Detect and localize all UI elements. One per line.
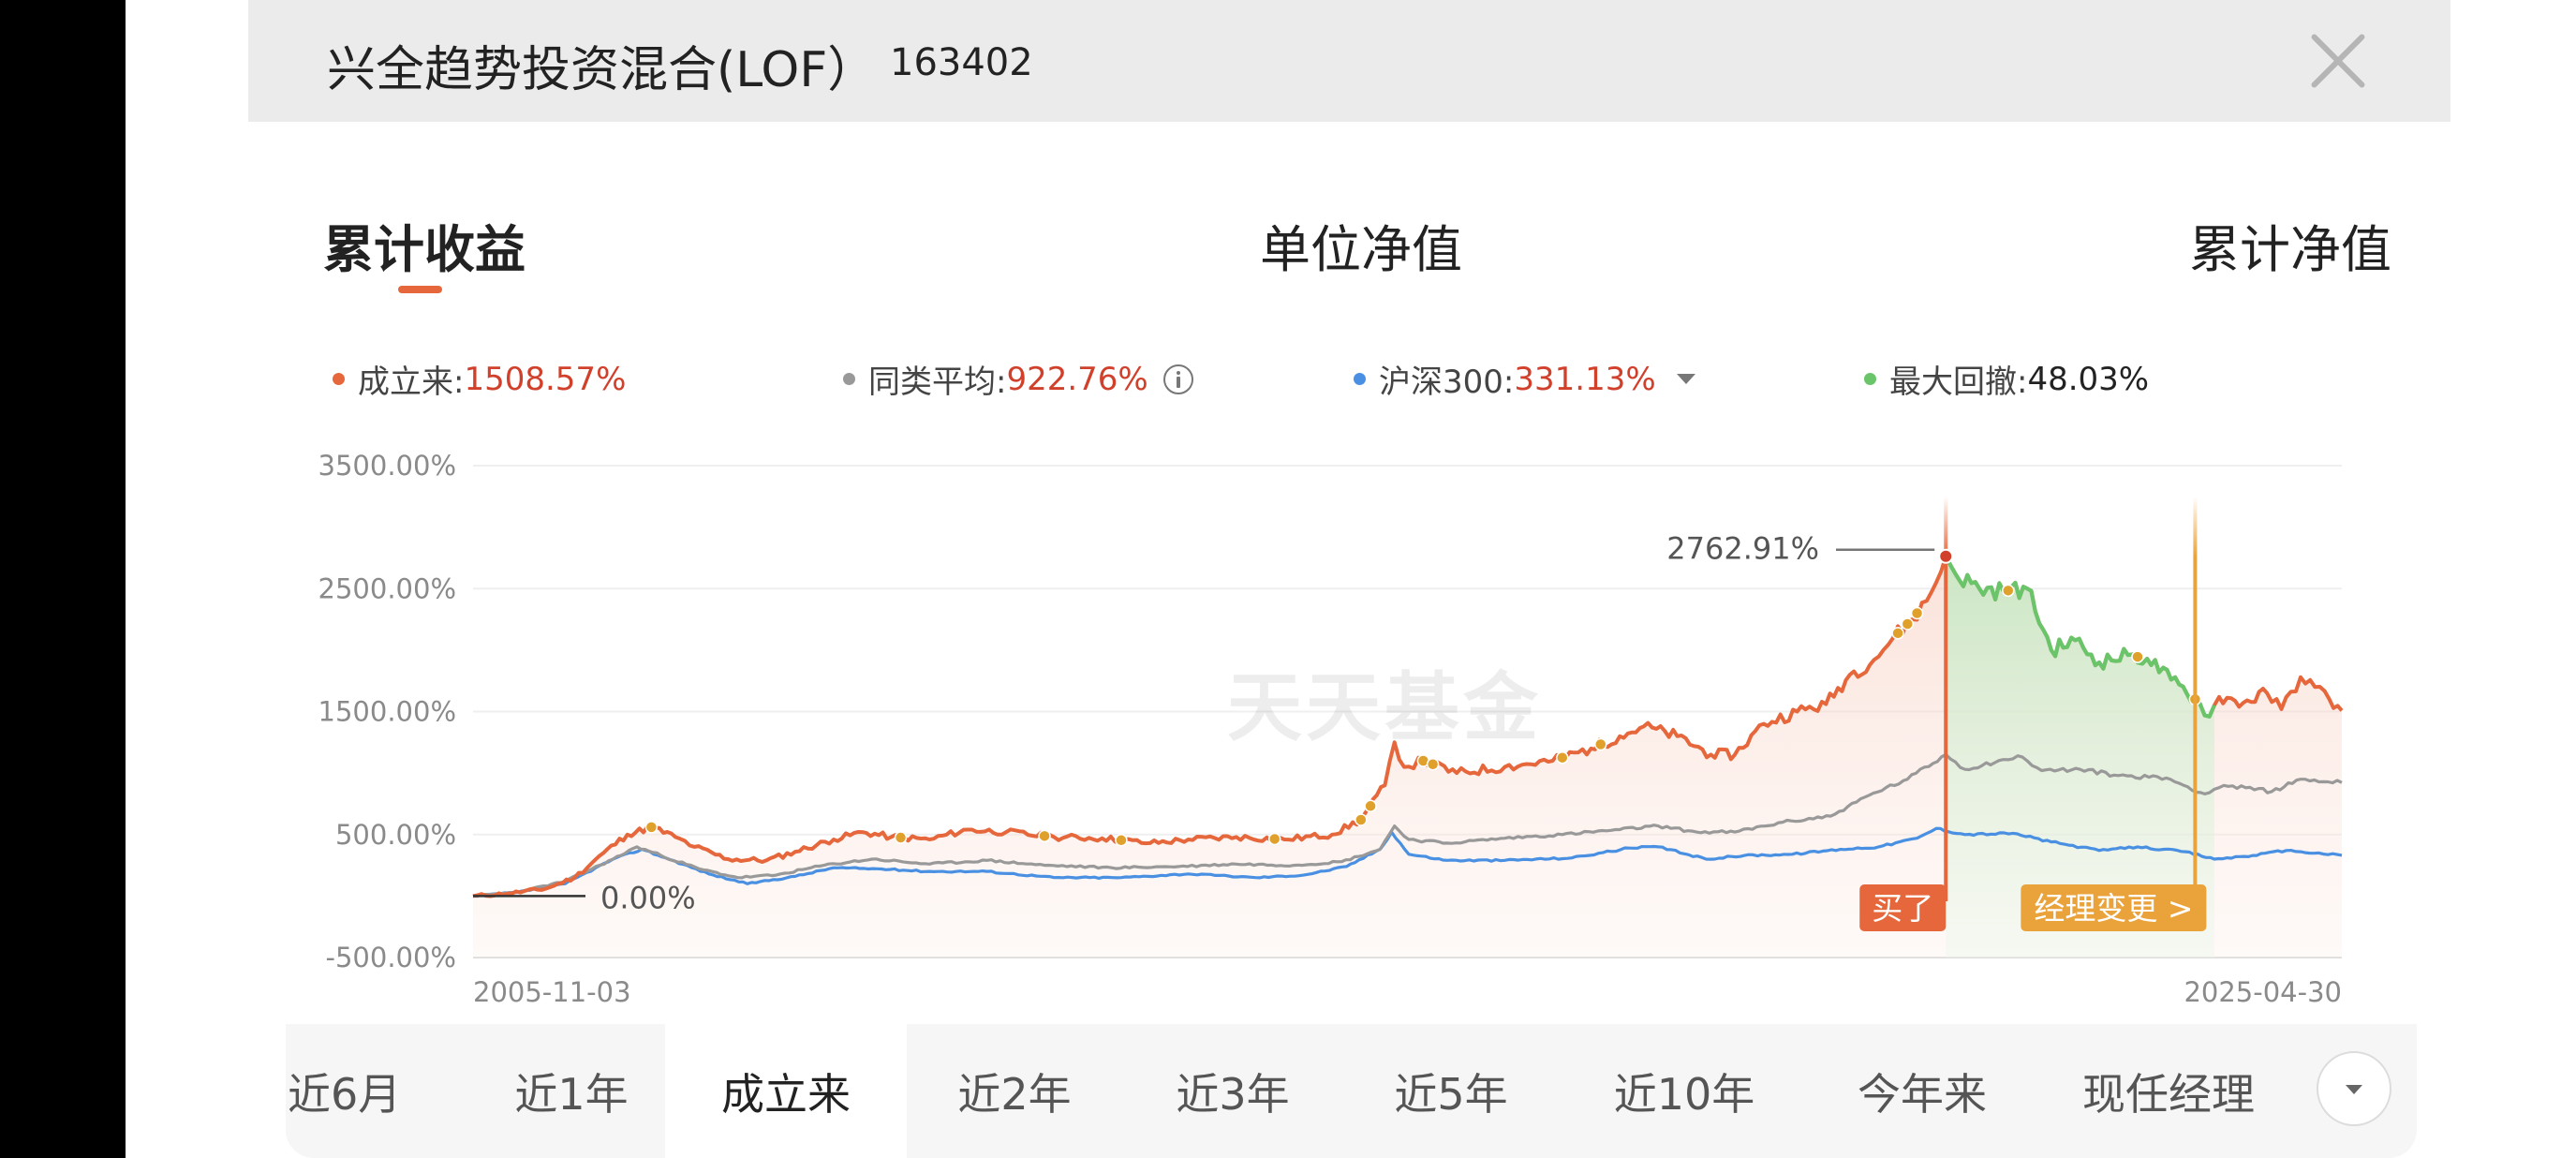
chart-grid: [473, 465, 2342, 958]
event-dot: [1038, 829, 1051, 843]
y-tick-label: 500.00%: [335, 819, 456, 851]
event-dot: [1939, 549, 1953, 563]
period-5y[interactable]: 近5年: [1394, 1068, 1508, 1120]
legend-category-average: 同类平均: 922.76%: [843, 356, 1193, 402]
start-label: 0.00%: [600, 880, 696, 915]
watermark: 天天基金: [1227, 664, 1542, 751]
event-dot: [894, 831, 908, 844]
chart-markers: [473, 497, 2207, 931]
series-line-fund: [472, 554, 2344, 898]
event-dot: [1910, 606, 1924, 620]
period-6m[interactable]: 近6月: [288, 1068, 402, 1120]
screen-edge: [0, 0, 126, 1158]
chart-lines: [472, 554, 2344, 898]
event-dot: [2131, 650, 2144, 663]
fund-code: 163402: [890, 41, 1033, 84]
manager-change-vertical-line: [2193, 497, 2198, 901]
y-tick-label: 3500.00%: [318, 450, 456, 482]
period-1y[interactable]: 近1年: [514, 1068, 629, 1120]
legend-dot: [333, 373, 345, 385]
legend-since-inception: 成立来: 1508.57%: [333, 356, 626, 402]
legend-max-drawdown: 最大回撤: 48.03%: [1864, 356, 2149, 402]
x-tick-label: 2005-11-03: [473, 976, 631, 1008]
legend-dot: [1864, 373, 1876, 385]
tab-accumulated-nav[interactable]: 累计净值: [2189, 220, 2391, 279]
more-periods-dropdown-icon[interactable]: [2317, 1051, 2391, 1126]
x-tick-label: 2025-04-30: [2184, 976, 2342, 1008]
period-3y[interactable]: 近3年: [1176, 1068, 1290, 1120]
legend-dot: [1354, 373, 1366, 385]
legend-label: 同类平均:: [868, 364, 1007, 401]
tab-cumulative-return[interactable]: 累计收益: [323, 220, 526, 279]
period-2y[interactable]: 近2年: [957, 1068, 1072, 1120]
legend-csi300: 沪深300: 331.13%: [1354, 356, 1695, 402]
peak-label: 2762.91%: [1666, 531, 1819, 567]
event-dot: [1416, 754, 1430, 767]
legend-value: 1508.57%: [464, 360, 627, 398]
legend-value: 922.76%: [1006, 360, 1148, 398]
y-tick-label: 2500.00%: [318, 572, 456, 604]
manager-change-badge: [2021, 884, 2207, 931]
period-selector: 近6月 近1年 成立来 近2年 近3年 近5年 近10年 今年来 现任经理: [286, 1024, 2417, 1158]
event-dot: [1355, 813, 1368, 826]
legend-value: 48.03%: [2027, 360, 2150, 398]
event-dot: [1901, 617, 1915, 631]
legend-value: 331.13%: [1514, 360, 1656, 398]
legend-dot: [843, 373, 855, 385]
chevron-down-icon[interactable]: [1676, 374, 1695, 384]
buy-vertical-line: [1944, 497, 1948, 901]
tab-unit-nav[interactable]: 单位净值: [1260, 220, 1462, 279]
chart-fill: [473, 556, 2342, 958]
active-tab-indicator: [398, 286, 442, 293]
series-line-csi300: [472, 826, 2343, 898]
event-dot: [1364, 799, 1377, 813]
fund-name: 兴全趋势投资混合(LOF）: [327, 42, 877, 98]
close-icon[interactable]: [2307, 30, 2369, 92]
period-ytd[interactable]: 今年来: [1858, 1068, 1987, 1120]
legend-label: 成立来:: [358, 364, 465, 401]
event-dot: [1556, 750, 1569, 765]
y-tick-label: -500.00%: [326, 942, 457, 973]
legend-label: 沪深300:: [1379, 364, 1515, 401]
event-dot: [2188, 692, 2202, 706]
y-tick-label: 1500.00%: [318, 696, 456, 728]
period-current-manager[interactable]: 现任经理: [2082, 1068, 2255, 1120]
legend-label: 最大回撤:: [1889, 364, 2028, 401]
event-dot: [644, 821, 659, 834]
fund-area-fill: [473, 556, 2342, 958]
event-dot: [1115, 834, 1128, 847]
info-icon[interactable]: [1162, 364, 1193, 394]
chart-labels: 3500.00% 2500.00% 1500.00% 500.00% -500.00% 2…: [318, 450, 2342, 1008]
event-dot: [1891, 627, 1904, 640]
event-dot: [2002, 584, 2015, 598]
series-line-category-average: [472, 752, 2343, 898]
series-line-drawdown: [1944, 555, 2216, 719]
event-dot: [1267, 832, 1281, 846]
header-bar: 兴全趋势投资混合(LOF） 163402: [248, 0, 2450, 122]
manager-change-badge-label: 经理变更 >: [2034, 890, 2193, 927]
event-dot: [1426, 758, 1440, 771]
buy-badge-label: 买了: [1872, 890, 1933, 927]
event-dot: [1594, 737, 1607, 751]
period-10y[interactable]: 近10年: [1613, 1068, 1755, 1120]
buy-badge: [1859, 884, 1947, 931]
period-since-inception[interactable]: 成立来: [665, 1024, 907, 1158]
peak-dot: [1938, 548, 1954, 564]
drawdown-area-fill: [1946, 556, 2214, 958]
